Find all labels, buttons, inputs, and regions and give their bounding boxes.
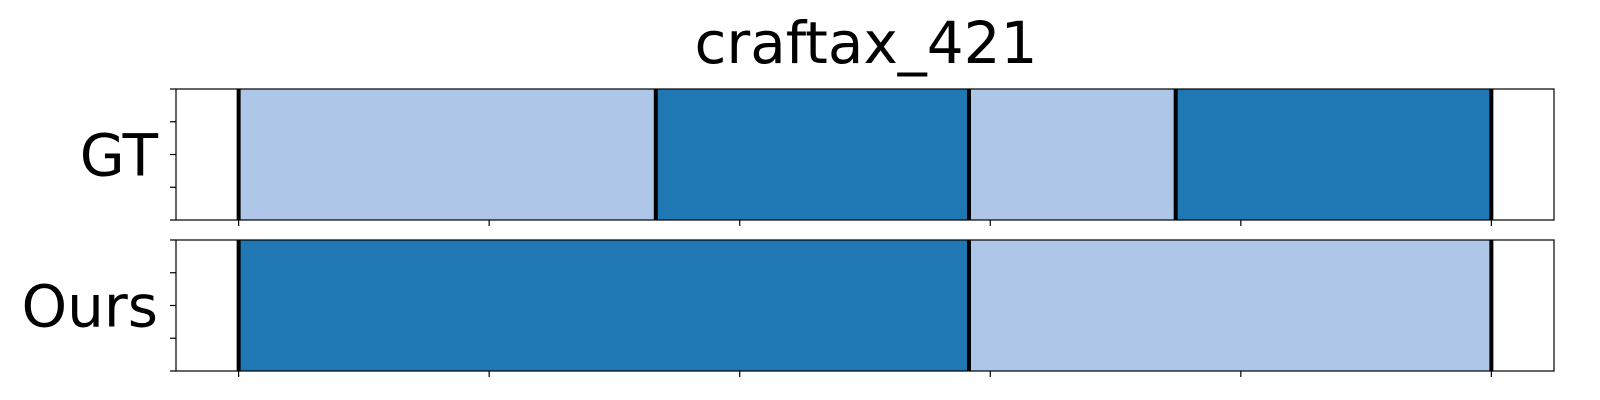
segment-dark [238,240,969,371]
segment-light [238,89,656,220]
segment-dark [655,89,969,220]
row-label: GT [80,122,159,190]
segment-light [968,240,1492,371]
row-label: Ours [22,273,158,341]
timeline-rows: GT Ours [22,88,1555,377]
chart-title: craftax_421 [695,9,1038,77]
timeline-row-ours: Ours [22,239,1555,377]
segment-light [968,89,1176,220]
timeline-row-gt: GT [80,88,1555,226]
segment-dark [1175,89,1492,220]
